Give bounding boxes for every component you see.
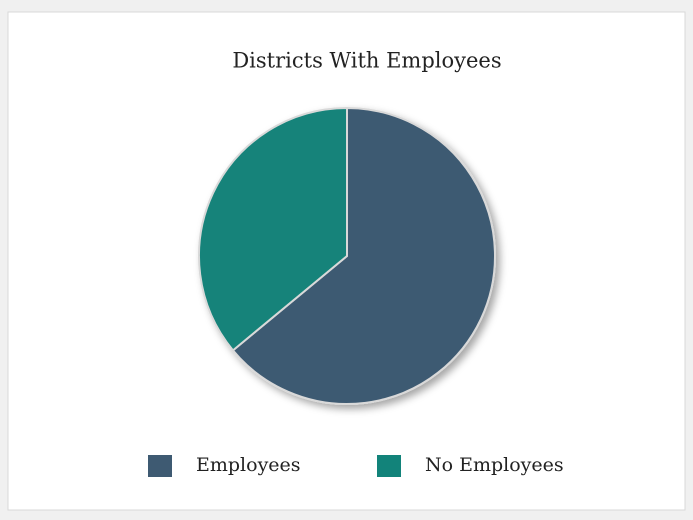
pie-slice (198, 106, 348, 352)
legend-swatch (377, 455, 401, 477)
legend-label: No Employees (425, 454, 564, 476)
legend-label: Employees (196, 454, 301, 476)
legend-swatch (148, 455, 172, 477)
pie (198, 106, 496, 405)
chart-title: Districts With Employees (232, 49, 501, 73)
pie-slice (231, 106, 496, 405)
